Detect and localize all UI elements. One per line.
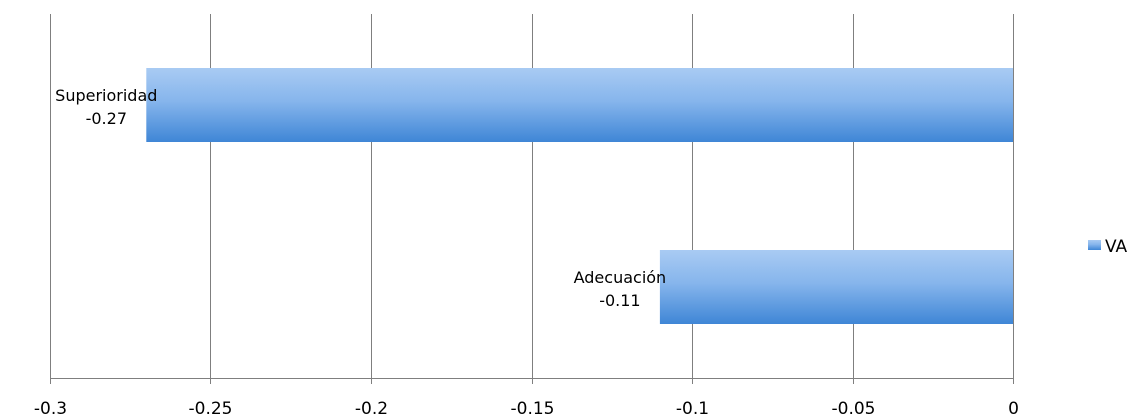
- legend-label-va4: VA4: [1105, 237, 1127, 257]
- data-label: -0.11: [599, 291, 640, 310]
- x-tick-label: -0.2: [355, 399, 388, 419]
- legend-swatch: [1088, 240, 1101, 250]
- x-tick-label: -0.15: [511, 399, 555, 419]
- legend: VA4: [1088, 237, 1127, 257]
- category-label: Superioridad: [55, 86, 157, 105]
- bar-superioridad: [146, 68, 1014, 142]
- data-label: -0.27: [86, 109, 127, 128]
- bars: [146, 68, 1014, 324]
- data-labels: Superioridad -0.27 Adecuación -0.11: [55, 86, 666, 310]
- bar-adecuación: [659, 250, 1013, 324]
- x-axis: -0.3 -0.25 -0.2 -0.15 -0.1 -0.05 0: [34, 378, 1019, 419]
- x-tick-label: -0.25: [189, 399, 233, 419]
- x-tick-label: -0.1: [676, 399, 709, 419]
- x-tick-label: -0.05: [832, 399, 876, 419]
- category-label: Adecuación: [574, 268, 667, 287]
- x-tick-label: 0: [1008, 399, 1019, 419]
- x-tick-label: -0.3: [34, 399, 67, 419]
